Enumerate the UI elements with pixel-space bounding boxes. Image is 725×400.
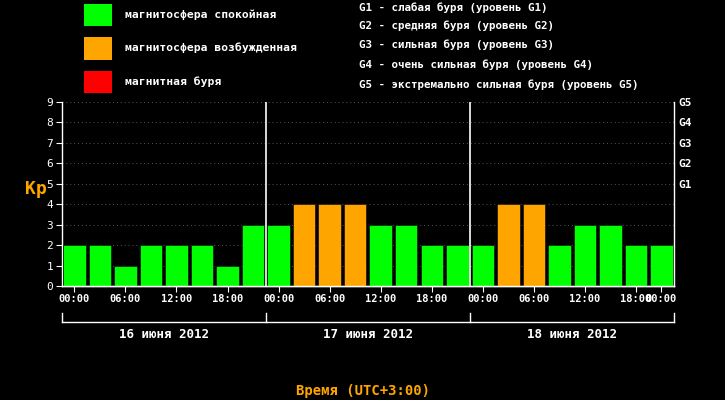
Text: G5 - экстремально сильная буря (уровень G5): G5 - экстремально сильная буря (уровень … bbox=[359, 79, 639, 90]
Bar bbox=[497, 204, 520, 286]
Text: магнитосфера спокойная: магнитосфера спокойная bbox=[125, 9, 277, 20]
Bar bbox=[115, 266, 137, 286]
Bar bbox=[370, 225, 392, 286]
Bar bbox=[63, 245, 86, 286]
Text: G4 - очень сильная буря (уровень G4): G4 - очень сильная буря (уровень G4) bbox=[359, 59, 593, 70]
Bar bbox=[471, 245, 494, 286]
Bar bbox=[242, 225, 265, 286]
Text: магнитосфера возбужденная: магнитосфера возбужденная bbox=[125, 43, 297, 53]
Text: 17 июня 2012: 17 июня 2012 bbox=[323, 328, 413, 341]
Bar bbox=[573, 225, 596, 286]
Bar bbox=[216, 266, 239, 286]
Bar bbox=[523, 204, 545, 286]
Bar bbox=[548, 245, 571, 286]
Text: G3 - сильная буря (уровень G3): G3 - сильная буря (уровень G3) bbox=[359, 40, 554, 50]
Bar bbox=[83, 3, 112, 26]
Text: 18 июня 2012: 18 июня 2012 bbox=[527, 328, 617, 341]
Bar bbox=[83, 36, 112, 60]
Bar bbox=[420, 245, 443, 286]
Bar bbox=[650, 245, 673, 286]
Bar bbox=[140, 245, 162, 286]
Bar bbox=[318, 204, 341, 286]
Y-axis label: Кр: Кр bbox=[25, 180, 47, 198]
Bar bbox=[625, 245, 647, 286]
Bar bbox=[83, 70, 112, 93]
Bar bbox=[344, 204, 366, 286]
Bar bbox=[599, 225, 621, 286]
Bar bbox=[88, 245, 111, 286]
Bar bbox=[395, 225, 418, 286]
Text: 16 июня 2012: 16 июня 2012 bbox=[119, 328, 209, 341]
Bar bbox=[446, 245, 468, 286]
Text: магнитная буря: магнитная буря bbox=[125, 76, 222, 87]
Bar bbox=[293, 204, 315, 286]
Text: G2 - средняя буря (уровень G2): G2 - средняя буря (уровень G2) bbox=[359, 21, 554, 31]
Text: G1 - слабая буря (уровень G1): G1 - слабая буря (уровень G1) bbox=[359, 2, 547, 13]
Text: Время (UTC+3:00): Время (UTC+3:00) bbox=[296, 384, 429, 398]
Bar bbox=[165, 245, 188, 286]
Bar bbox=[191, 245, 213, 286]
Bar bbox=[268, 225, 290, 286]
